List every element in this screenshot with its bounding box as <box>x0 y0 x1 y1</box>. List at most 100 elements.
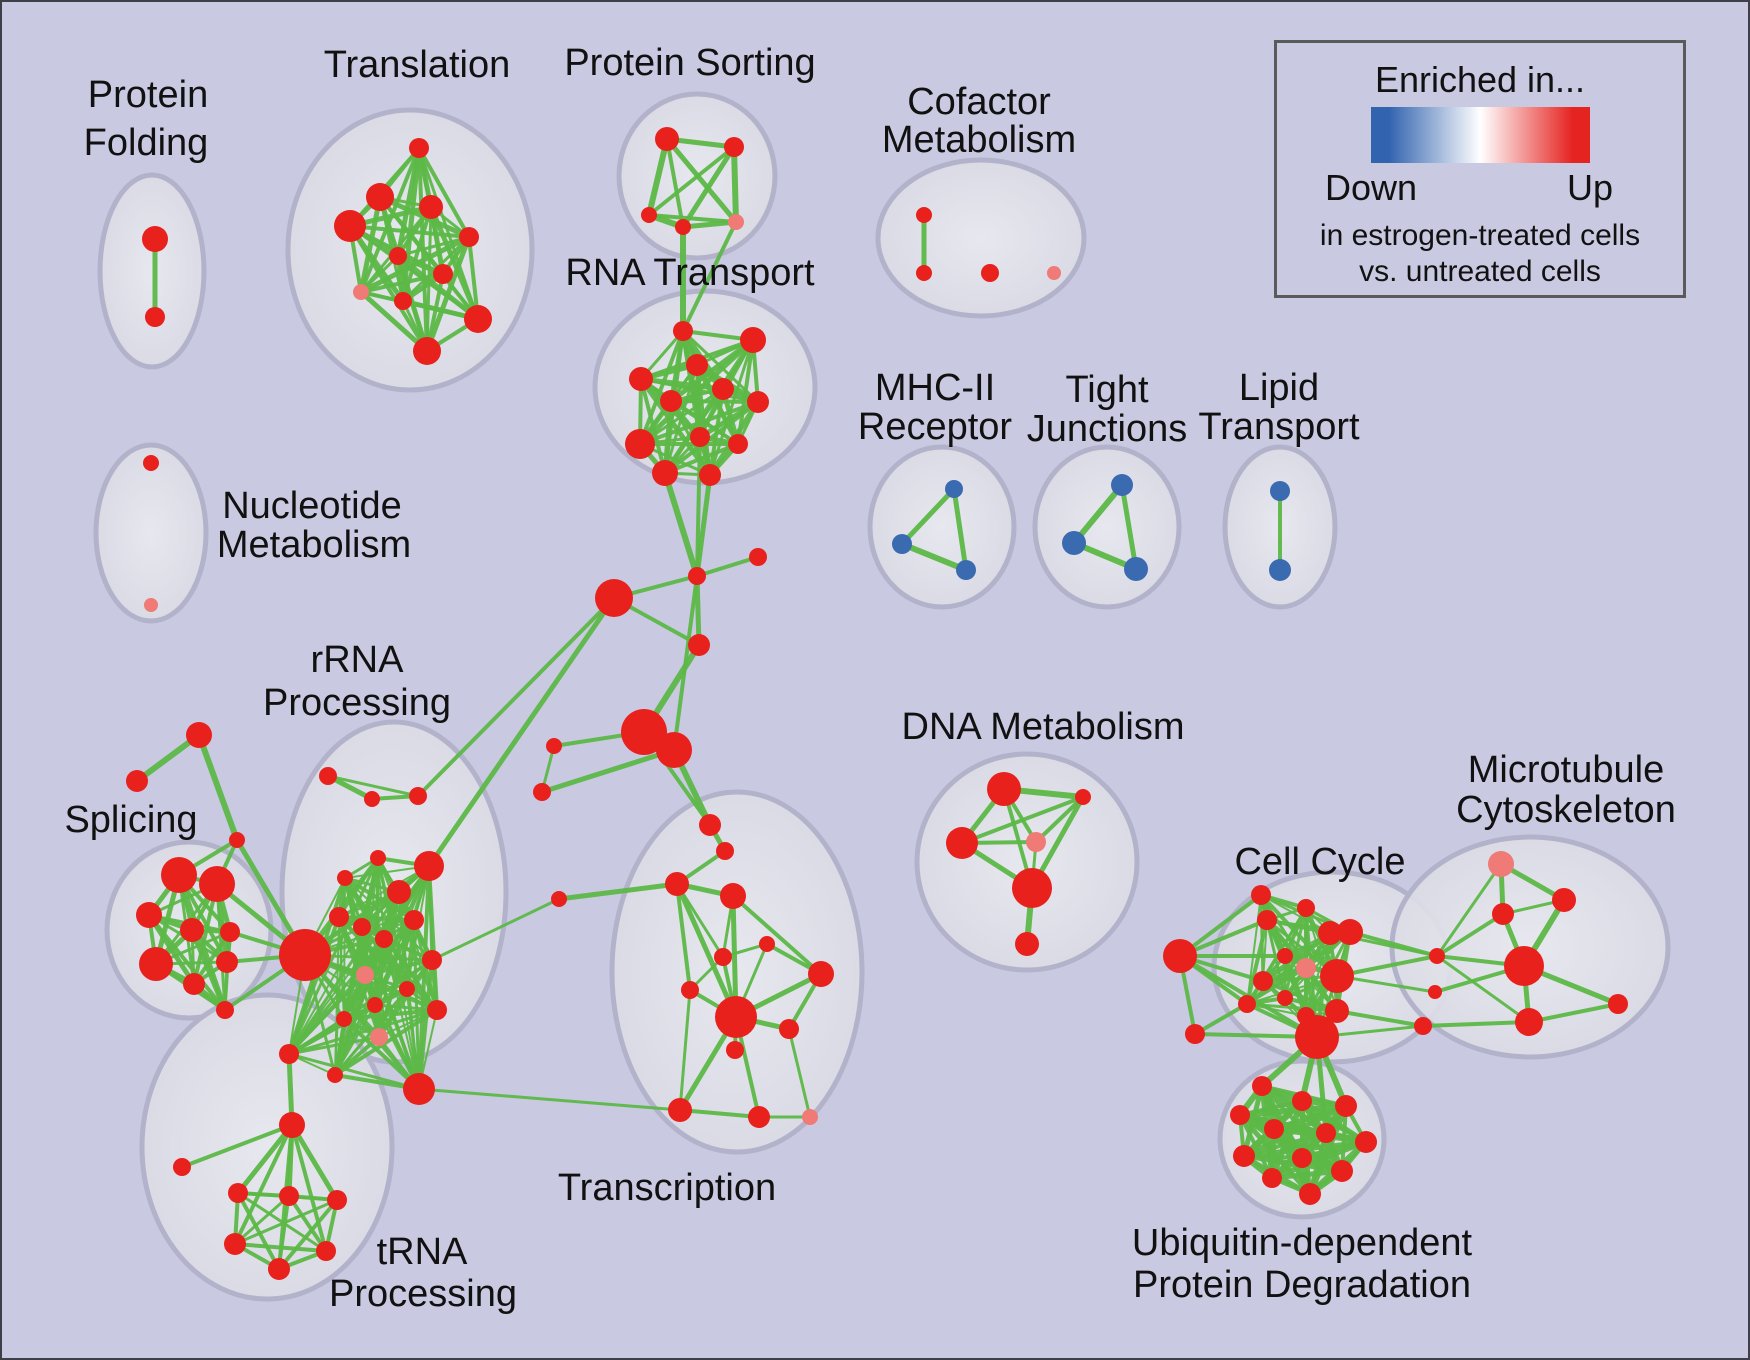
node-k14[interactable] <box>1295 1015 1339 1059</box>
node-tr10[interactable] <box>413 337 441 365</box>
node-ps1[interactable] <box>724 137 744 157</box>
node-q1[interactable] <box>364 791 380 807</box>
node-q10[interactable] <box>404 910 424 930</box>
node-b8[interactable] <box>1292 1148 1312 1168</box>
node-k5[interactable] <box>1337 919 1363 945</box>
node-ch2[interactable] <box>688 634 710 656</box>
node-d3[interactable] <box>1026 832 1046 852</box>
node-rt10[interactable] <box>652 460 678 486</box>
node-ch1[interactable] <box>749 548 767 566</box>
node-q4[interactable] <box>337 870 353 886</box>
node-sp6[interactable] <box>183 973 205 995</box>
node-q6[interactable] <box>387 880 411 904</box>
node-sp0[interactable] <box>161 857 197 893</box>
node-k17[interactable] <box>1251 885 1271 905</box>
node-k0[interactable] <box>1163 939 1197 973</box>
node-b11[interactable] <box>1299 1183 1321 1205</box>
node-x18[interactable] <box>802 1109 818 1125</box>
node-x13[interactable] <box>715 996 757 1038</box>
node-x15[interactable] <box>726 1041 744 1059</box>
node-rt2[interactable] <box>686 354 708 376</box>
node-tr7[interactable] <box>353 284 369 300</box>
node-pf0[interactable] <box>142 226 168 252</box>
node-k10[interactable] <box>1238 995 1256 1013</box>
node-nm1[interactable] <box>144 598 158 612</box>
node-k6[interactable] <box>1277 948 1293 964</box>
node-ch0[interactable] <box>688 567 706 585</box>
node-v7[interactable] <box>1428 985 1442 999</box>
node-q8[interactable] <box>353 918 371 936</box>
node-x3[interactable] <box>533 783 551 801</box>
node-lt0[interactable] <box>1270 481 1290 501</box>
node-x14[interactable] <box>779 1019 799 1039</box>
node-q9[interactable] <box>375 930 393 948</box>
node-tg1[interactable] <box>126 770 148 792</box>
node-b3[interactable] <box>1335 1095 1357 1117</box>
node-v2[interactable] <box>1492 903 1514 925</box>
node-b4[interactable] <box>1264 1119 1284 1139</box>
node-tg2[interactable] <box>229 832 245 848</box>
node-b5[interactable] <box>1316 1123 1336 1143</box>
node-d4[interactable] <box>1012 868 1052 908</box>
node-rt5[interactable] <box>712 378 734 400</box>
node-x11[interactable] <box>808 961 834 987</box>
node-tr8[interactable] <box>394 292 412 310</box>
node-cf1[interactable] <box>916 265 932 281</box>
node-k8[interactable] <box>1253 971 1273 991</box>
node-v8[interactable] <box>1414 1017 1432 1035</box>
node-k9[interactable] <box>1320 959 1354 993</box>
node-k7[interactable] <box>1296 958 1316 978</box>
node-x17[interactable] <box>748 1106 770 1128</box>
node-ps0[interactable] <box>655 127 679 151</box>
node-x1[interactable] <box>656 732 692 768</box>
node-k11[interactable] <box>1277 990 1293 1006</box>
node-m2[interactable] <box>956 560 976 580</box>
node-tr3[interactable] <box>334 210 366 242</box>
node-rt7[interactable] <box>625 429 655 459</box>
node-cf3[interactable] <box>1047 266 1061 280</box>
node-v0[interactable] <box>1488 851 1514 877</box>
node-tj0[interactable] <box>1111 474 1133 496</box>
node-sp3[interactable] <box>180 918 204 942</box>
node-v1[interactable] <box>1552 888 1576 912</box>
node-cf2[interactable] <box>981 264 999 282</box>
node-ps3[interactable] <box>675 219 691 235</box>
node-rt8[interactable] <box>690 427 710 447</box>
node-m1[interactable] <box>892 534 912 554</box>
node-rt11[interactable] <box>699 464 721 486</box>
node-u0[interactable] <box>279 1112 305 1138</box>
node-x10[interactable] <box>759 936 775 952</box>
node-k4[interactable] <box>1318 921 1342 945</box>
node-tr1[interactable] <box>366 183 394 211</box>
node-pf1[interactable] <box>145 307 165 327</box>
node-rt0[interactable] <box>673 321 693 341</box>
node-sp7[interactable] <box>216 951 238 973</box>
node-tr9[interactable] <box>464 305 492 333</box>
node-b2[interactable] <box>1230 1105 1250 1125</box>
node-x12[interactable] <box>681 981 699 999</box>
node-d0[interactable] <box>987 772 1021 806</box>
node-u6[interactable] <box>316 1241 336 1261</box>
node-q12[interactable] <box>356 966 374 984</box>
node-rt6[interactable] <box>747 391 769 413</box>
node-x7[interactable] <box>665 872 689 896</box>
node-rt1[interactable] <box>740 327 766 353</box>
node-cf0[interactable] <box>916 207 932 223</box>
node-u5[interactable] <box>224 1233 246 1255</box>
node-tg0[interactable] <box>186 722 212 748</box>
node-q17[interactable] <box>422 950 442 970</box>
node-b6[interactable] <box>1355 1131 1377 1153</box>
node-sp1[interactable] <box>199 866 235 902</box>
node-x0[interactable] <box>621 709 667 755</box>
node-q0[interactable] <box>319 767 337 785</box>
node-u7[interactable] <box>268 1258 290 1280</box>
node-tr4[interactable] <box>459 227 479 247</box>
node-k2[interactable] <box>1257 910 1277 930</box>
node-k13[interactable] <box>1325 999 1349 1023</box>
node-k3[interactable] <box>1297 899 1315 917</box>
node-nm0[interactable] <box>143 455 159 471</box>
node-sp5[interactable] <box>139 947 173 981</box>
node-u1[interactable] <box>173 1158 191 1176</box>
node-b1[interactable] <box>1292 1091 1312 1111</box>
node-b7[interactable] <box>1233 1145 1255 1167</box>
